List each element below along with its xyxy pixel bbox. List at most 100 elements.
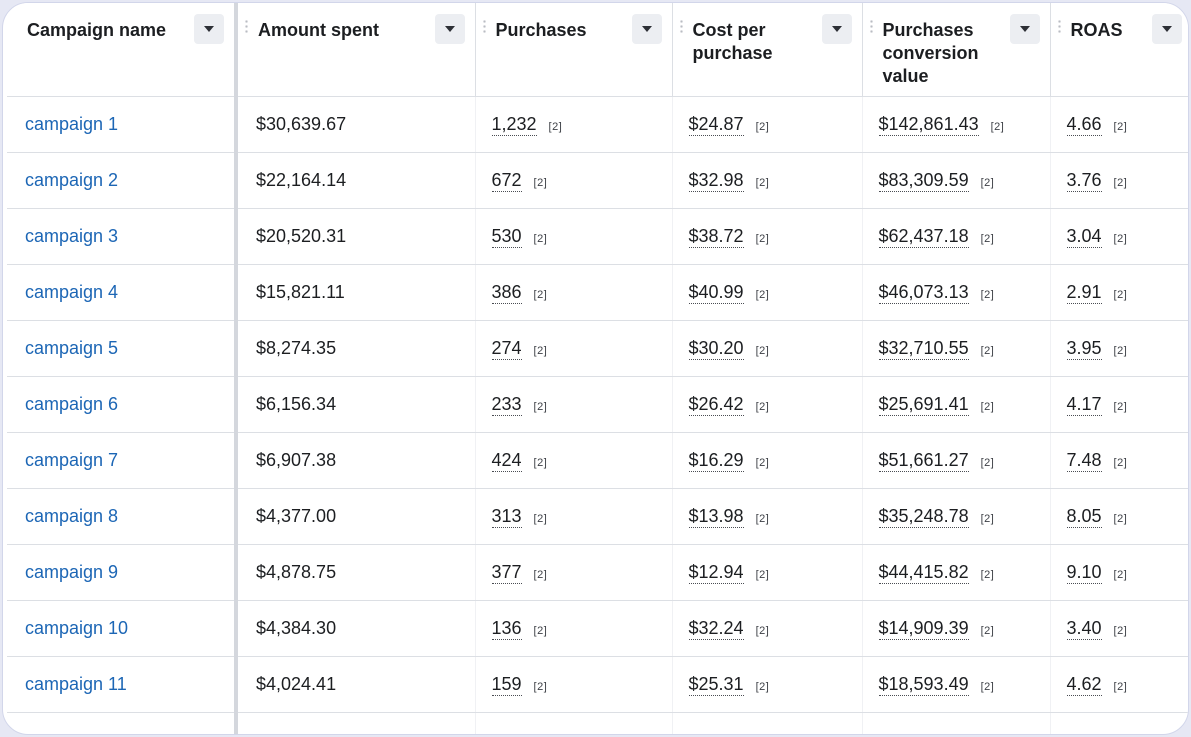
column-sort-button[interactable] xyxy=(194,14,224,44)
cost-per-purchase-value[interactable]: $13.98 xyxy=(688,506,744,528)
roas-value[interactable]: 2.91 xyxy=(1066,282,1102,304)
cost-per-purchase-value[interactable]: $12.94 xyxy=(688,562,744,584)
roas-value[interactable]: 4.62 xyxy=(1066,674,1102,696)
table-scroll-area[interactable]: Campaign name Amount spent Purchases Cost p… xyxy=(7,3,1188,734)
reference-marker[interactable]: [2] xyxy=(1113,233,1128,245)
reference-marker[interactable]: [2] xyxy=(548,121,563,133)
reference-marker[interactable]: [2] xyxy=(755,121,770,133)
roas-value[interactable]: 4.66 xyxy=(1066,114,1102,136)
reference-marker[interactable]: [2] xyxy=(755,681,770,693)
conversion-value-value[interactable]: $44,415.82 xyxy=(878,562,969,584)
column-header-amount-spent[interactable]: Amount spent xyxy=(236,3,476,97)
purchases-value[interactable]: 530 xyxy=(491,226,522,248)
campaign-link[interactable]: campaign 9 xyxy=(25,562,119,582)
campaign-link[interactable]: campaign 7 xyxy=(25,450,119,470)
purchases-value[interactable]: 672 xyxy=(491,170,522,192)
reference-marker[interactable]: [2] xyxy=(755,177,770,189)
reference-marker[interactable]: [2] xyxy=(1113,121,1128,133)
cost-per-purchase-value[interactable]: $24.87 xyxy=(688,114,744,136)
reference-marker[interactable]: [2] xyxy=(533,681,548,693)
reference-marker[interactable]: [2] xyxy=(755,457,770,469)
reference-marker[interactable]: [2] xyxy=(533,289,548,301)
campaign-link[interactable]: campaign 8 xyxy=(25,506,119,526)
purchases-value[interactable]: 233 xyxy=(491,394,522,416)
conversion-value-value[interactable]: $18,593.49 xyxy=(878,674,969,696)
roas-value[interactable]: 9.10 xyxy=(1066,562,1102,584)
column-header-cost-per-purchase[interactable]: Cost per purchase xyxy=(672,3,863,97)
cost-per-purchase-value[interactable]: $16.29 xyxy=(688,450,744,472)
reference-marker[interactable]: [2] xyxy=(1113,569,1128,581)
reference-marker[interactable]: [2] xyxy=(533,401,548,413)
cost-per-purchase-value[interactable]: $38.72 xyxy=(688,226,744,248)
drag-handle-icon[interactable] xyxy=(1057,19,1061,35)
drag-handle-icon[interactable] xyxy=(869,19,873,35)
campaign-link[interactable]: campaign 10 xyxy=(25,618,129,638)
reference-marker[interactable]: [2] xyxy=(980,457,995,469)
conversion-value-value[interactable]: $35,248.78 xyxy=(878,506,969,528)
purchases-value[interactable]: 377 xyxy=(491,562,522,584)
purchases-value[interactable]: 424 xyxy=(491,450,522,472)
conversion-value-value[interactable]: $46,073.13 xyxy=(878,282,969,304)
reference-marker[interactable]: [2] xyxy=(755,233,770,245)
reference-marker[interactable]: [2] xyxy=(980,513,995,525)
cost-per-purchase-value[interactable]: $32.98 xyxy=(688,170,744,192)
conversion-value-value[interactable]: $62,437.18 xyxy=(878,226,969,248)
campaign-link[interactable]: campaign 2 xyxy=(25,170,119,190)
reference-marker[interactable]: [2] xyxy=(755,569,770,581)
drag-handle-icon[interactable] xyxy=(482,19,486,35)
reference-marker[interactable]: [2] xyxy=(1113,345,1128,357)
cost-per-purchase-value[interactable]: $26.42 xyxy=(688,394,744,416)
reference-marker[interactable]: [2] xyxy=(1113,289,1128,301)
campaign-link[interactable]: campaign 5 xyxy=(25,338,119,358)
column-header-campaign-name[interactable]: Campaign name xyxy=(7,3,238,97)
roas-value[interactable]: 3.04 xyxy=(1066,226,1102,248)
reference-marker[interactable]: [2] xyxy=(980,569,995,581)
roas-value[interactable]: 7.48 xyxy=(1066,450,1102,472)
reference-marker[interactable]: [2] xyxy=(1113,513,1128,525)
reference-marker[interactable]: [2] xyxy=(533,233,548,245)
reference-marker[interactable]: [2] xyxy=(533,177,548,189)
reference-marker[interactable]: [2] xyxy=(533,345,548,357)
drag-handle-icon[interactable] xyxy=(245,19,248,35)
reference-marker[interactable]: [2] xyxy=(533,569,548,581)
conversion-value-value[interactable]: $25,691.41 xyxy=(878,394,969,416)
campaign-link[interactable]: campaign 6 xyxy=(25,394,119,414)
conversion-value-value[interactable]: $142,861.43 xyxy=(878,114,979,136)
cost-per-purchase-value[interactable]: $25.31 xyxy=(688,674,744,696)
cost-per-purchase-value[interactable]: $32.24 xyxy=(688,618,744,640)
reference-marker[interactable]: [2] xyxy=(533,457,548,469)
reference-marker[interactable]: [2] xyxy=(1113,177,1128,189)
reference-marker[interactable]: [2] xyxy=(1113,681,1128,693)
purchases-value[interactable]: 274 xyxy=(491,338,522,360)
campaign-link[interactable]: campaign 1 xyxy=(25,114,119,134)
purchases-value[interactable]: 313 xyxy=(491,506,522,528)
column-header-roas[interactable]: ROAS xyxy=(1050,3,1188,97)
reference-marker[interactable]: [2] xyxy=(1113,625,1128,637)
purchases-value[interactable]: 136 xyxy=(491,618,522,640)
reference-marker[interactable]: [2] xyxy=(980,401,995,413)
column-sort-button[interactable] xyxy=(434,14,465,44)
reference-marker[interactable]: [2] xyxy=(755,345,770,357)
reference-marker[interactable]: [2] xyxy=(980,289,995,301)
reference-marker[interactable]: [2] xyxy=(1113,457,1128,469)
cost-per-purchase-value[interactable]: $30.20 xyxy=(688,338,744,360)
reference-marker[interactable]: [2] xyxy=(533,513,548,525)
reference-marker[interactable]: [2] xyxy=(1113,401,1128,413)
reference-marker[interactable]: [2] xyxy=(990,121,1005,133)
column-sort-button[interactable] xyxy=(1009,14,1040,44)
reference-marker[interactable]: [2] xyxy=(980,625,995,637)
reference-marker[interactable]: [2] xyxy=(980,681,995,693)
purchases-value[interactable]: 1,232 xyxy=(491,114,537,136)
reference-marker[interactable]: [2] xyxy=(533,625,548,637)
conversion-value-value[interactable]: $32,710.55 xyxy=(878,338,969,360)
purchases-value[interactable]: 386 xyxy=(491,282,522,304)
reference-marker[interactable]: [2] xyxy=(755,513,770,525)
conversion-value-value[interactable]: $83,309.59 xyxy=(878,170,969,192)
column-header-purchases-conversion-value[interactable]: Purchases conversion value xyxy=(862,3,1051,97)
roas-value[interactable]: 8.05 xyxy=(1066,506,1102,528)
reference-marker[interactable]: [2] xyxy=(755,289,770,301)
campaign-link[interactable]: campaign 4 xyxy=(25,282,119,302)
column-header-purchases[interactable]: Purchases xyxy=(475,3,673,97)
reference-marker[interactable]: [2] xyxy=(755,625,770,637)
purchases-value[interactable]: 159 xyxy=(491,674,522,696)
